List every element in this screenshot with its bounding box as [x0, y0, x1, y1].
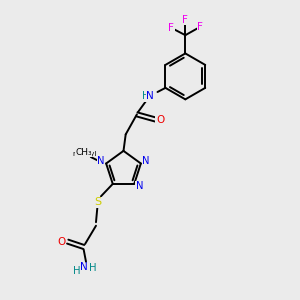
Text: N: N [142, 156, 150, 166]
Text: H: H [142, 91, 149, 101]
Text: F: F [168, 23, 174, 33]
Text: F: F [197, 22, 203, 32]
Text: methyl: methyl [73, 151, 97, 157]
Text: N: N [136, 181, 143, 191]
Text: CH₃: CH₃ [75, 148, 92, 157]
Text: H: H [73, 266, 80, 276]
Text: S: S [94, 197, 101, 207]
Text: N: N [146, 91, 154, 100]
Text: F: F [182, 15, 188, 25]
Text: O: O [156, 115, 164, 125]
Text: O: O [58, 237, 66, 247]
Text: N: N [97, 156, 105, 166]
Text: N: N [80, 262, 88, 272]
Text: H: H [89, 263, 96, 273]
